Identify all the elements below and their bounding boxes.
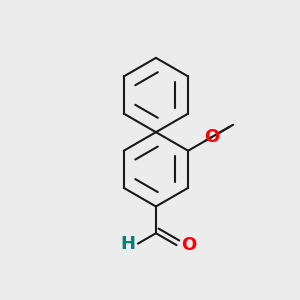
Text: O: O xyxy=(181,236,196,254)
Text: H: H xyxy=(120,235,135,253)
Text: O: O xyxy=(204,128,219,146)
